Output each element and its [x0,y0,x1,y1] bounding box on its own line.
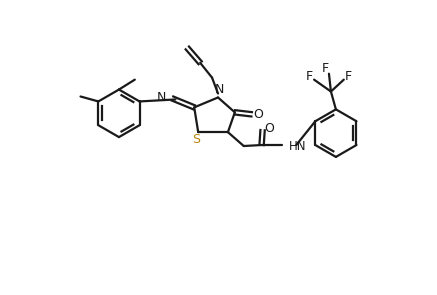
Text: F: F [305,70,313,83]
Text: O: O [254,108,264,121]
Text: N: N [157,91,166,104]
Text: N: N [214,83,224,96]
Text: F: F [322,62,329,75]
Text: HN: HN [289,140,307,153]
Text: S: S [192,132,200,145]
Text: F: F [345,70,352,83]
Text: O: O [264,122,274,135]
